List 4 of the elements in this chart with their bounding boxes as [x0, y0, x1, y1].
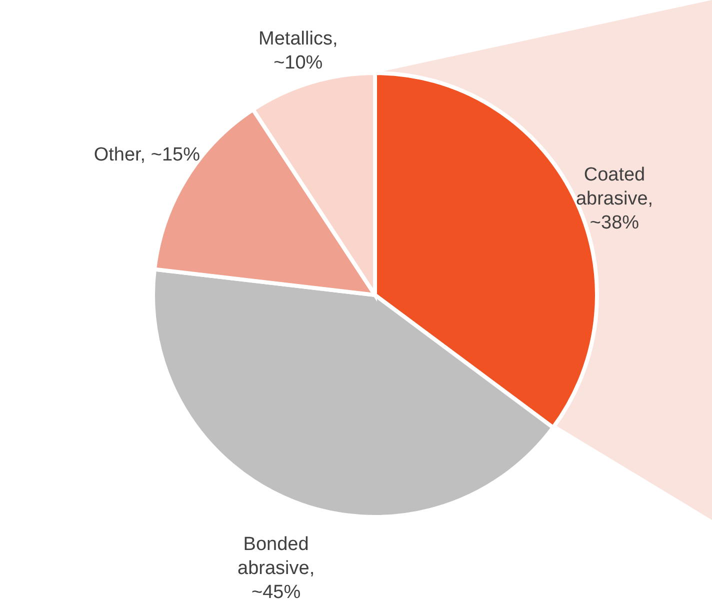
slice-label: Bonded abrasive, ~45%: [238, 534, 315, 601]
slice-label: Coated abrasive, ~38%: [576, 164, 654, 234]
slice-label: Metallics, ~10%: [258, 28, 338, 74]
slice-label: Other, ~15%: [94, 144, 200, 166]
